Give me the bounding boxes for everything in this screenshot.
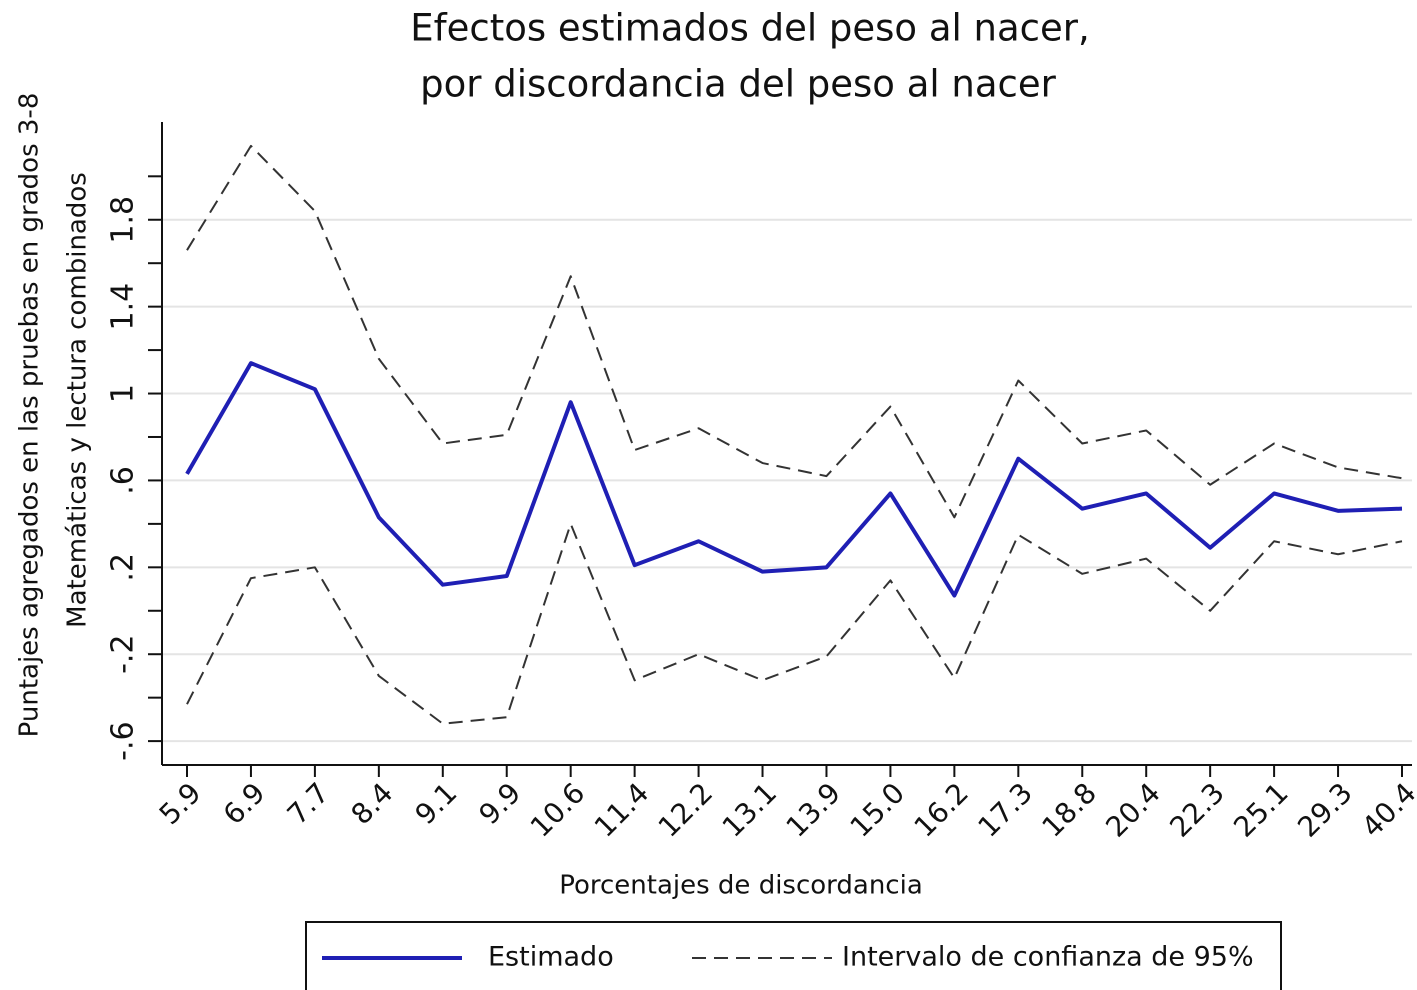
chart-title: Efectos estimados del peso al nacer,	[410, 7, 1090, 50]
x-axis-label: Porcentajes de discordancia	[559, 871, 923, 901]
y-tick-label: 1.8	[106, 196, 141, 244]
y-tick-label: -.6	[106, 721, 141, 760]
y-axis-label: Puntajes agregados en las pruebas en gra…	[15, 93, 45, 738]
ci-line	[186, 144, 1403, 519]
legend-label: Estimado	[488, 942, 614, 973]
y-tick-label: -.2	[106, 634, 141, 673]
legend-box	[305, 921, 1282, 990]
y-tick-label: .2	[106, 553, 141, 582]
chart-title: por discordancia del peso al nacer	[420, 63, 1057, 106]
y-tick-label: .6	[106, 466, 141, 495]
ci-line	[186, 522, 1403, 725]
y-tick-label: 1.4	[106, 283, 141, 331]
y-tick-label: 1	[106, 384, 141, 403]
series-line	[185, 361, 1403, 598]
legend-label: Intervalo de confianza de 95%	[842, 942, 1254, 973]
y-axis-label: Matemáticas y lectura combinados	[63, 172, 93, 628]
